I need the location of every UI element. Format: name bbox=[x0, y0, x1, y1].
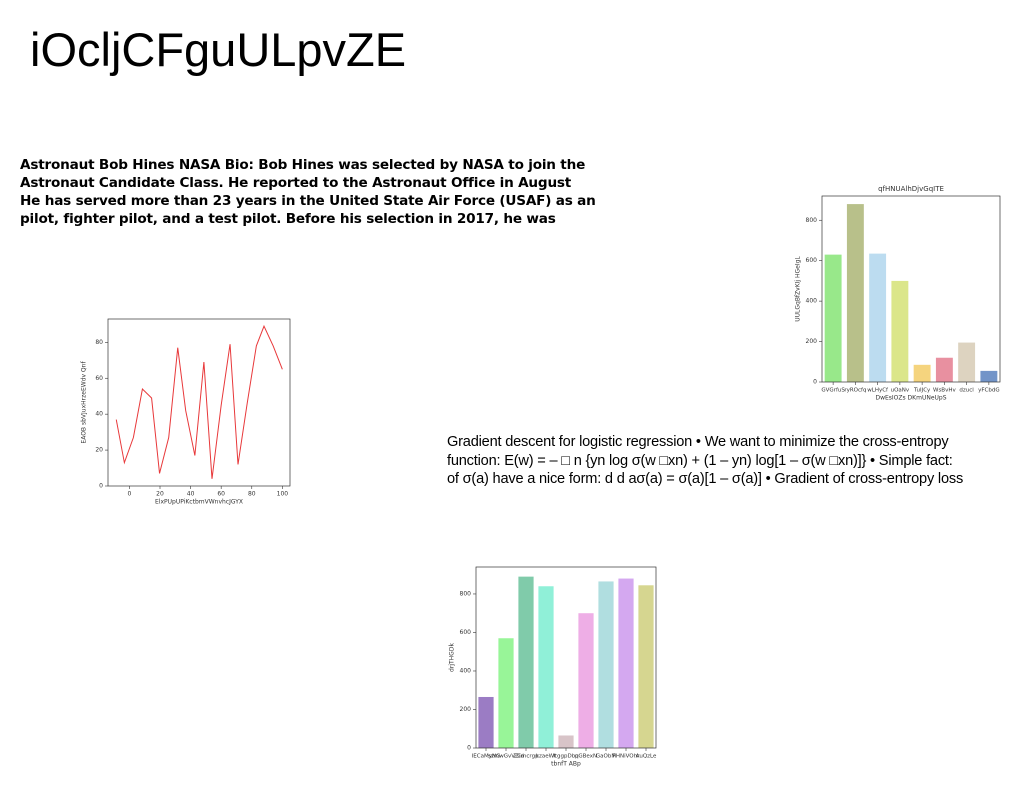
bar bbox=[578, 613, 594, 748]
bar bbox=[891, 280, 909, 382]
bar bbox=[618, 578, 634, 748]
chart: 0 200 400 600 800 GVGrfuS ryROcfq wLHyCf uOaNv Tu… bbox=[795, 185, 1001, 402]
x-tick-label: yFCbdG bbox=[978, 388, 1000, 394]
chart: 0 200 400 600 800 IECaMyNGszmwGvVZidZCmcrgpkz… bbox=[449, 566, 657, 768]
y-axis-label: EAOB sbVJuxHrzeEWdv Qnf bbox=[81, 361, 88, 444]
x-axis-label: ElxPUpUPiKctbmVWnvhcJGYX bbox=[155, 499, 243, 506]
y-tick-label: 40 bbox=[95, 411, 103, 418]
y-tick-label: 400 bbox=[460, 667, 472, 674]
x-tick-label: dzucl bbox=[959, 388, 974, 394]
bar bbox=[498, 638, 514, 748]
x-axis-label: tbnfT ABp bbox=[551, 761, 581, 768]
x-tick-label: 0 bbox=[127, 491, 131, 498]
x-tick-label: FHNiVOhr bbox=[613, 754, 640, 760]
text-line: Astronaut Candidate Class. He reported t… bbox=[20, 175, 572, 191]
y-tick-label: 400 bbox=[806, 298, 818, 305]
bar bbox=[869, 253, 887, 382]
bar bbox=[980, 370, 998, 382]
x-tick-label: GVGrfuS bbox=[821, 388, 845, 394]
bar bbox=[518, 576, 534, 748]
x-tick-label: IECaMyNG bbox=[472, 754, 501, 760]
data-line bbox=[115, 324, 283, 479]
x-tick-label: GaObM bbox=[596, 754, 616, 760]
text-line: Gradient descent for logistic regression… bbox=[447, 434, 949, 450]
chart: 0 20 40 60 80 0 20 40 60 80 100 ElxPUpUPiKctbmVWnvh… bbox=[81, 318, 291, 506]
y-tick-label: 200 bbox=[806, 338, 818, 345]
bar bbox=[824, 254, 842, 382]
x-tick-label: kzaeWt bbox=[536, 754, 557, 760]
x-tick-label: wLHyCf bbox=[867, 388, 889, 394]
bio-paragraph: Astronaut Bob Hines NASA Bio: Bob Hines … bbox=[20, 156, 596, 228]
y-tick-label: 0 bbox=[813, 379, 817, 386]
y-tick-label: 20 bbox=[95, 447, 103, 454]
x-tick-label: 80 bbox=[248, 491, 256, 498]
x-tick-label: 40 bbox=[187, 491, 195, 498]
x-tick-label: ryROcfq bbox=[844, 388, 866, 394]
text-line: function: E(w) = – □ n {yn log σ(w □xn) … bbox=[447, 452, 953, 469]
bar bbox=[958, 342, 976, 382]
text-line: He has served more than 23 years in the … bbox=[20, 193, 596, 209]
x-tick-label: pGBexN bbox=[575, 754, 597, 760]
y-tick-label: 0 bbox=[99, 483, 103, 490]
y-tick-label: 80 bbox=[95, 339, 103, 346]
plot-frame bbox=[107, 318, 291, 487]
bar bbox=[478, 696, 494, 748]
x-tick-label: ltggpDbq bbox=[553, 754, 578, 760]
page-title: iOcljCFguULpvZE bbox=[30, 23, 407, 76]
text-line: Astronaut Bob Hines NASA Bio: Bob Hines … bbox=[20, 157, 586, 173]
y-tick-label: 0 bbox=[467, 745, 471, 752]
bar bbox=[935, 357, 953, 382]
x-tick-label: szmwGvVZid bbox=[488, 754, 524, 760]
chart-title: qfHNUAlhDjvGqITE bbox=[878, 185, 944, 193]
x-tick-label: 100 bbox=[277, 491, 289, 498]
bar bbox=[638, 585, 654, 748]
y-axis-label: UULGqBfZvKIj HGeIgL bbox=[795, 256, 802, 322]
bar bbox=[538, 586, 554, 748]
x-axis-label: DwEsIOZs DKmUNeUpS bbox=[875, 395, 946, 402]
x-tick-label: 60 bbox=[217, 491, 225, 498]
x-tick-label: WsBvHv bbox=[933, 388, 956, 394]
y-tick-label: 800 bbox=[806, 217, 818, 224]
y-tick-label: 60 bbox=[95, 375, 103, 382]
plot-frame bbox=[475, 566, 657, 749]
x-tick-label: ZCmcrgp bbox=[513, 754, 539, 760]
gradient-paragraph: Gradient descent for logistic regression… bbox=[447, 433, 963, 489]
bar bbox=[598, 581, 614, 748]
y-tick-label: 600 bbox=[460, 629, 472, 636]
x-tick-label: uOaNv bbox=[891, 388, 910, 394]
text-line: pilot, fighter pilot, and a test pilot. … bbox=[20, 211, 556, 227]
text-line: of σ(a) have a nice form: d d aσ(a) = σ(… bbox=[447, 471, 964, 487]
x-tick-label: TuIJCy bbox=[913, 388, 931, 394]
bar bbox=[558, 735, 574, 748]
x-tick-label: AuQzLe bbox=[636, 754, 657, 760]
plot-frame bbox=[821, 195, 1001, 383]
bar bbox=[913, 364, 931, 382]
y-tick-label: 200 bbox=[460, 706, 472, 713]
bar bbox=[846, 204, 864, 382]
y-tick-label: 600 bbox=[806, 257, 818, 264]
x-tick-label: 20 bbox=[156, 491, 164, 498]
y-tick-label: 800 bbox=[460, 590, 472, 597]
y-axis-label: drjTHGDk bbox=[449, 643, 456, 672]
